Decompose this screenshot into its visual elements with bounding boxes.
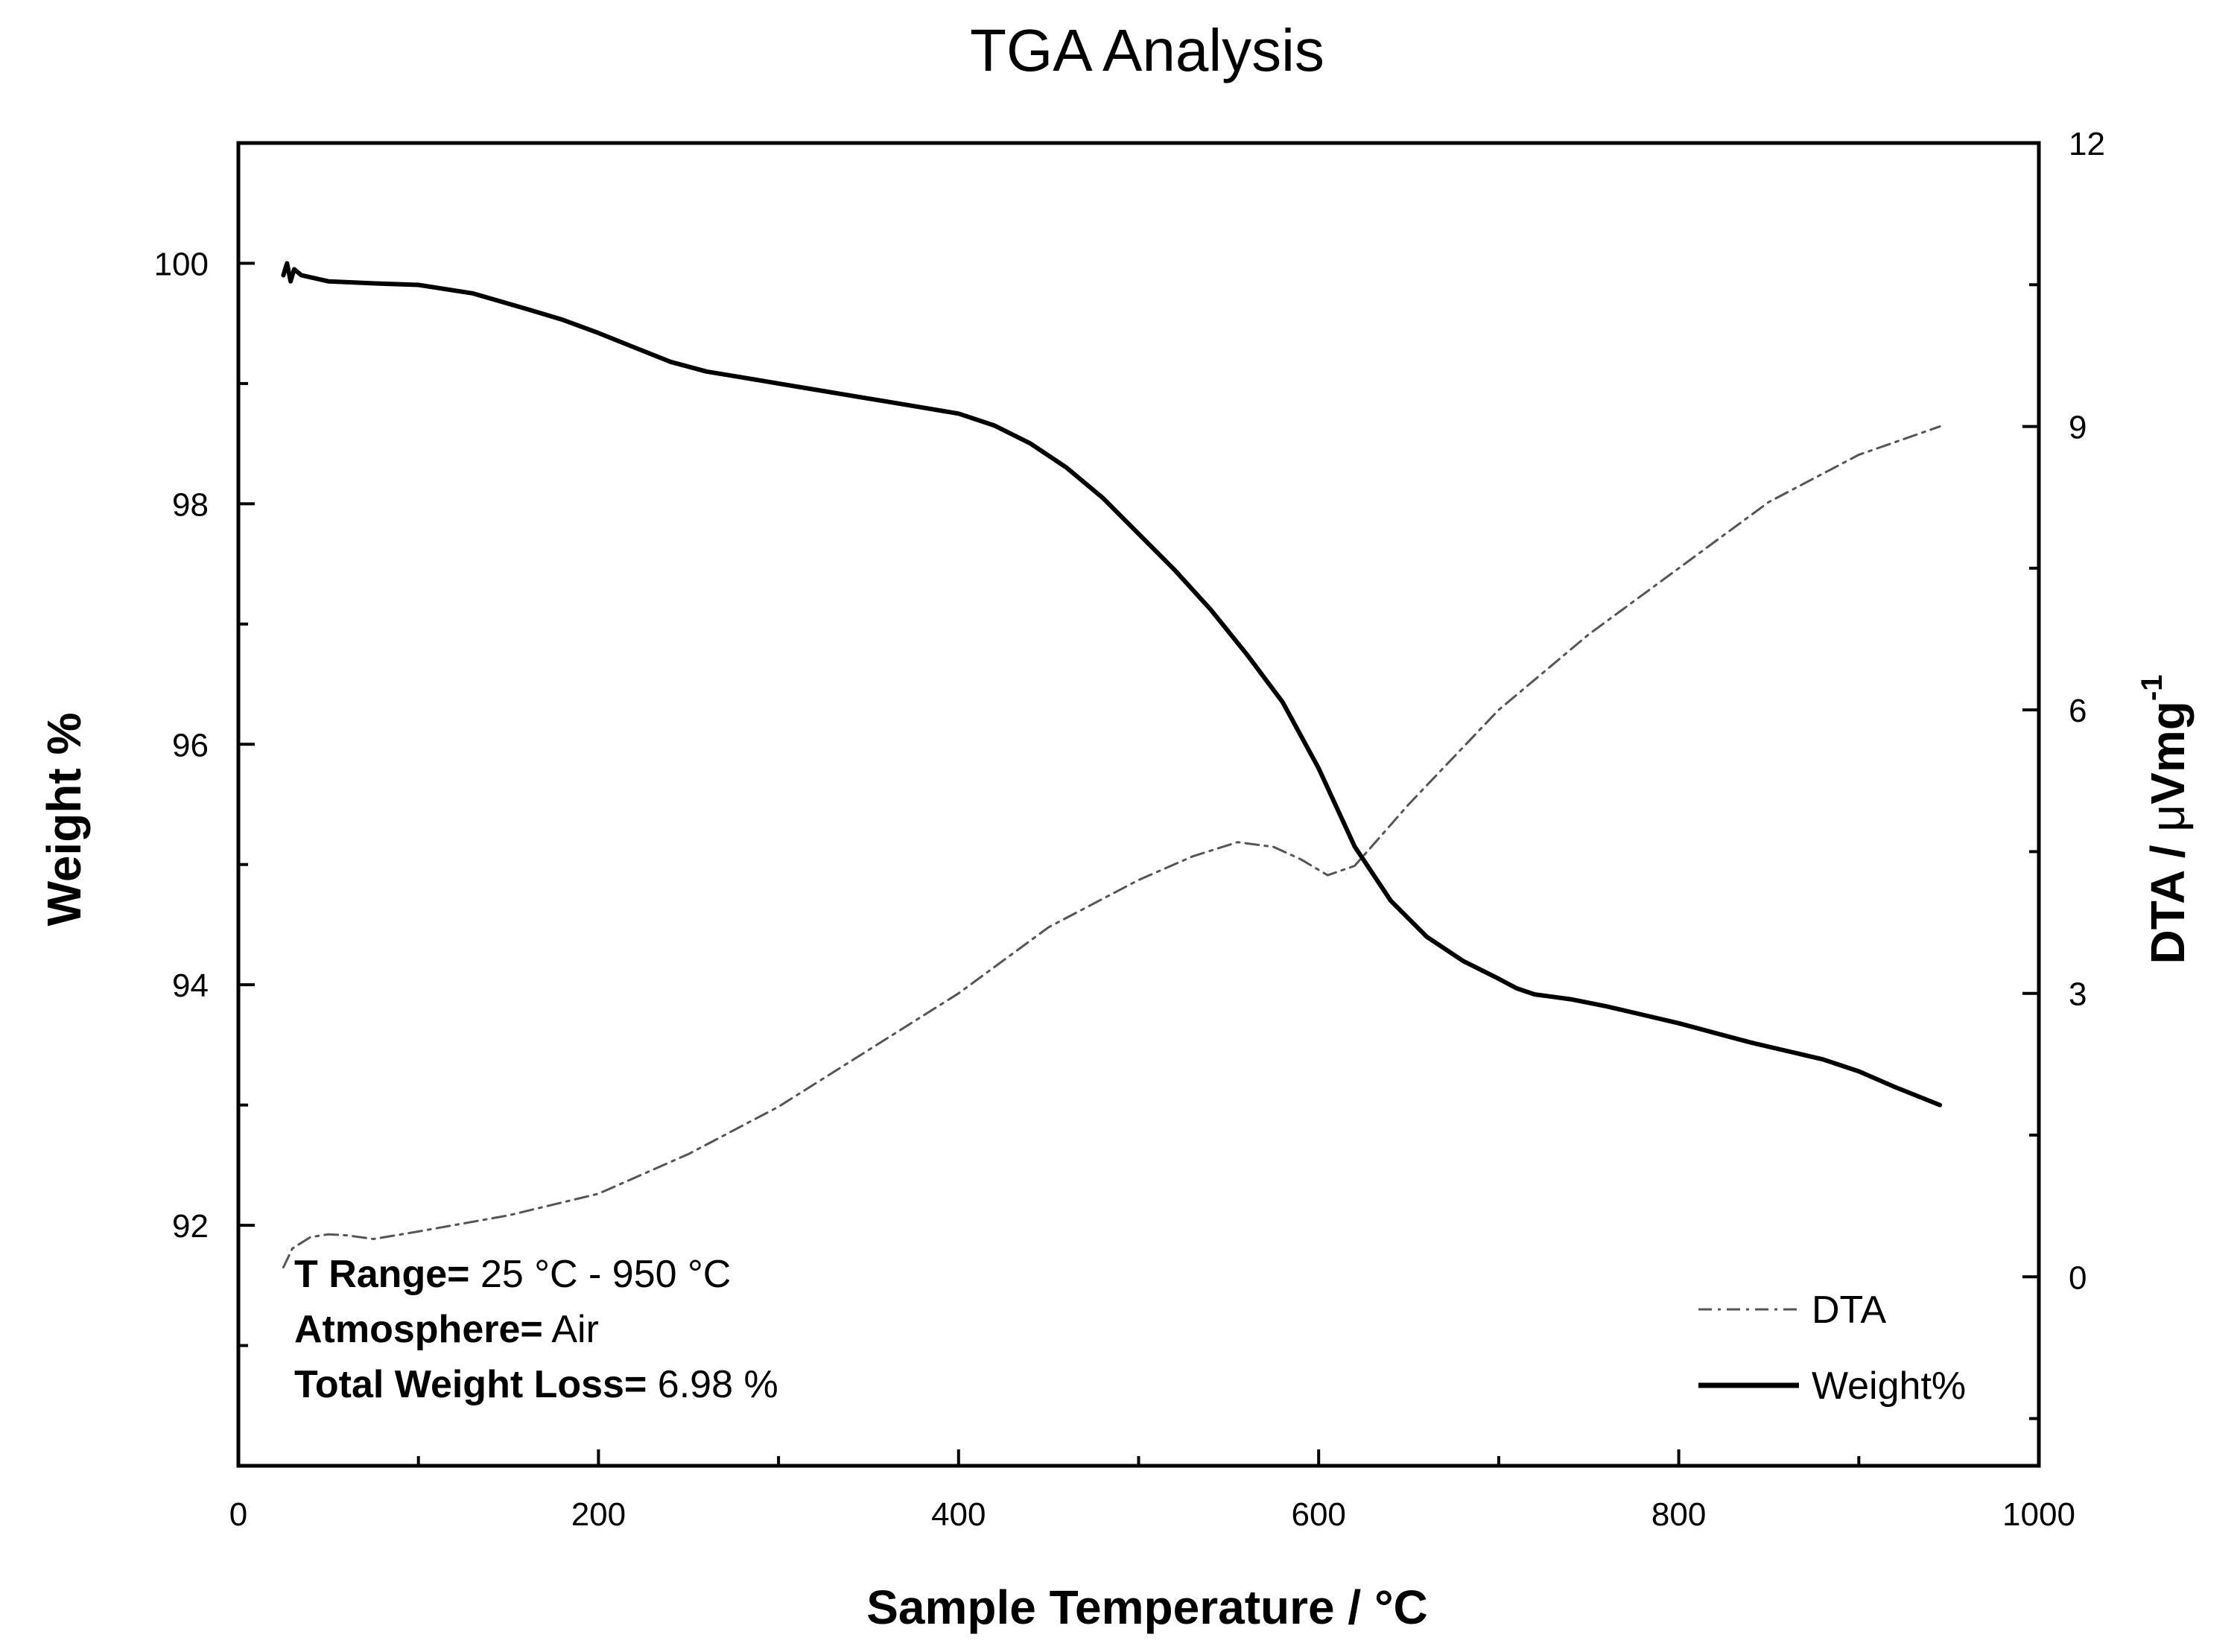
annotation-atmosphere-value: Air bbox=[543, 1308, 599, 1351]
annotation-t-range-value: 25 °C - 950 °C bbox=[470, 1253, 732, 1296]
weight-series-line bbox=[281, 261, 1943, 1108]
x-tick-label: 600 bbox=[1291, 1496, 1345, 1533]
legend: DTA Weight% bbox=[1698, 1289, 1966, 1408]
y2-label-exp: -1 bbox=[2136, 675, 2168, 702]
annotation-box: T Range= 25 °C - 950 °C Atmosphere= Air … bbox=[294, 1253, 778, 1406]
y2-tick-label: 3 bbox=[2069, 976, 2087, 1013]
y-axis-label: Weight % bbox=[37, 713, 91, 927]
y2-label-main: DTA / bbox=[2141, 832, 2195, 965]
x-axis-label: Sample Temperature / °C bbox=[866, 1580, 1428, 1634]
y2-axis-label: DTA / μVmg-1 bbox=[2136, 675, 2195, 965]
annotation-weight-loss-value: 6.98 % bbox=[647, 1363, 778, 1406]
y2-tick-label: 9 bbox=[2069, 410, 2087, 446]
y2-label-mu: μ bbox=[2141, 804, 2195, 832]
legend-dta-label: DTA bbox=[1812, 1289, 1886, 1332]
plot-frame bbox=[236, 141, 2041, 1468]
legend-weight-label: Weight% bbox=[1812, 1365, 1966, 1408]
y-tick-label: 96 bbox=[172, 727, 209, 763]
x-tick-label: 400 bbox=[931, 1496, 986, 1533]
annotation-t-range-key: T Range= bbox=[294, 1253, 470, 1296]
x-tick-label: 800 bbox=[1651, 1496, 1706, 1533]
series-layer bbox=[281, 261, 1943, 1269]
x-tick-label: 0 bbox=[229, 1496, 247, 1533]
annotation-weight-loss-key: Total Weight Loss= bbox=[294, 1363, 647, 1406]
x-tick-label: 1000 bbox=[2002, 1496, 2075, 1533]
y-tick-label: 94 bbox=[172, 968, 209, 1004]
y-tick-label: 92 bbox=[172, 1208, 209, 1245]
dta-series-line bbox=[282, 425, 1941, 1269]
y2-label-unit: Vmg bbox=[2141, 701, 2195, 804]
y2-tick-label: 6 bbox=[2069, 693, 2087, 729]
y2-tick-label: 12 bbox=[2069, 126, 2105, 162]
annotation-t-range: T Range= 25 °C - 950 °C bbox=[294, 1253, 731, 1296]
y-tick-label: 100 bbox=[154, 246, 209, 282]
x-tick-label: 200 bbox=[571, 1496, 626, 1533]
y-tick-label: 98 bbox=[172, 486, 209, 523]
y2-tick-label: 0 bbox=[2069, 1259, 2087, 1296]
annotation-weight-loss: Total Weight Loss= 6.98 % bbox=[294, 1363, 778, 1406]
annotation-atmosphere-key: Atmosphere= bbox=[294, 1308, 543, 1351]
chart-title: TGA Analysis bbox=[970, 17, 1324, 83]
annotation-atmosphere: Atmosphere= Air bbox=[294, 1308, 599, 1351]
